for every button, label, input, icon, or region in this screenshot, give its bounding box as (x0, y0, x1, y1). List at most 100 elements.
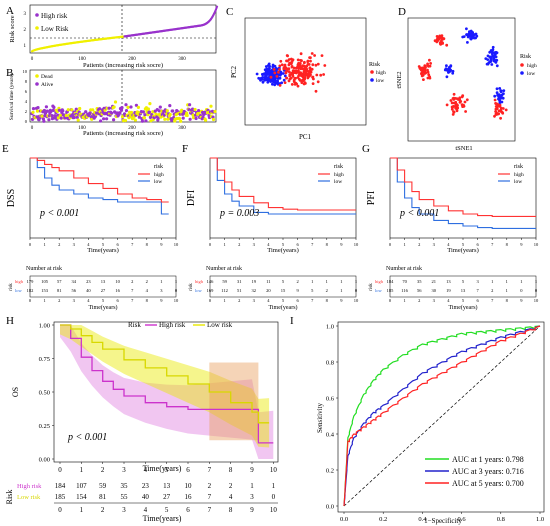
tsne-point (493, 98, 497, 102)
survival-point (193, 107, 197, 112)
tsne-point (428, 58, 431, 62)
tsne-point (497, 109, 501, 113)
panel-d-letter: D (398, 6, 406, 18)
pca-high-point (293, 77, 297, 80)
survival-point (136, 105, 140, 109)
pca-high-point (314, 63, 318, 67)
km-nrisk-high-cell: 11 (266, 279, 270, 284)
pca-high-point (298, 79, 302, 82)
km-high-curve (390, 157, 536, 229)
survival-point (188, 103, 192, 107)
tsne-point (468, 30, 471, 34)
tsne-point (486, 58, 490, 61)
pca-high-point (290, 83, 294, 86)
tsne-point (495, 91, 499, 95)
tsne-point (452, 110, 456, 114)
panel-h-nrisk-xtick: 6 (186, 506, 190, 514)
km-nrisk-high-cell: 35 (417, 279, 422, 284)
km-xtick: 3 (433, 242, 436, 247)
pca-high-point (299, 67, 303, 71)
legend-low-risk: Low Risk (41, 25, 69, 33)
panel-h-nrisk-low-cell: 40 (142, 493, 150, 501)
panel-h-high-ci-band (60, 325, 274, 459)
km-xtick: 8 (146, 242, 149, 247)
panel-i-xtick: 0.6 (458, 516, 467, 523)
panel-h-nrisk-xtick: 3 (122, 506, 126, 514)
survival-point (57, 108, 62, 112)
tsne-point (452, 92, 456, 96)
panel-h-nrisk-low-cell: 55 (121, 493, 129, 501)
risk-score-point (215, 5, 219, 8)
tsne-point (493, 94, 497, 98)
panel-b-ytick: 0 (25, 119, 28, 124)
survival-point (180, 108, 184, 112)
tsne-point (465, 98, 469, 102)
survival-point (31, 107, 36, 111)
km-nrisk-low-cell: 13 (461, 288, 466, 293)
pca-low-point (266, 76, 270, 80)
pca-high-point (310, 52, 314, 55)
pca-low-point (269, 72, 273, 76)
km-xtick: 0 (29, 242, 32, 247)
survival-point (113, 100, 118, 104)
panel-a-frame (29, 4, 217, 54)
legend-c-low: low (376, 78, 384, 84)
panel-h-nrisk-low-cell: 185 (55, 493, 66, 501)
km-nrisk-high-cell: 5 (462, 279, 465, 284)
panel-a-xtick: 0 (31, 57, 34, 62)
panel-b-xtick: 300 (178, 126, 186, 131)
panel-d-points (417, 27, 508, 120)
pca-high-point (296, 58, 300, 62)
km-xtick: 6 (476, 242, 479, 247)
pca-high-point (288, 61, 291, 65)
panel-a: A High risk Low Risk Risk score 1 2 3 0 … (6, 4, 219, 69)
panel-a-points (30, 5, 219, 53)
km-xtick: 3 (253, 242, 256, 247)
panel-h-risk-row-title: Risk (5, 490, 14, 505)
km-nrisk-low-cell: 81 (57, 288, 62, 293)
pca-high-point (282, 67, 286, 71)
panel-g-letter: G (362, 143, 370, 155)
survival-point (88, 111, 92, 115)
km-xtick: 10 (174, 242, 179, 247)
survival-point (146, 107, 150, 111)
survival-point (185, 113, 189, 118)
panel-b: B Dead Alive Survival time (years) 0 2 4… (6, 67, 217, 137)
km-xtick: 7 (491, 242, 494, 247)
km-nrisk-xlabel: Time(years) (448, 304, 477, 311)
km-nrisk-high-cell: 1 (160, 279, 162, 284)
km-nrisk-low-cell: 30 (432, 288, 437, 293)
survival-point (124, 103, 128, 107)
tsne-point (465, 27, 468, 31)
tsne-point (445, 103, 449, 107)
pca-low-point (267, 62, 271, 66)
survival-point (51, 108, 56, 112)
survival-point (147, 110, 151, 114)
km-xtick: 5 (462, 242, 465, 247)
pca-low-point (273, 83, 277, 87)
km-nrisk-high-cell: 1 (340, 279, 342, 284)
survival-point (211, 115, 215, 119)
panel-i-xtick: 0.8 (497, 516, 505, 523)
pca-low-point (279, 72, 283, 76)
survival-point (66, 108, 70, 112)
tsne-point (494, 110, 497, 113)
km-nrisk-high-cell: 1 (535, 279, 537, 284)
survival-point (204, 118, 208, 122)
panel-h-table-xlabel: Time(years) (143, 514, 182, 523)
km-row-low-label: low (15, 288, 23, 293)
panel-h-xlabel: Time(years) (143, 464, 182, 473)
survival-point (91, 108, 95, 112)
survival-point (142, 116, 146, 120)
pca-high-point (294, 71, 298, 75)
panel-c: C PC2 PC1 Risk high low (226, 6, 386, 141)
tsne-point (427, 73, 431, 77)
tsne-point (456, 106, 459, 110)
panel-b-ytick: 10 (23, 69, 28, 74)
survival-point (99, 119, 103, 123)
pca-low-point (273, 75, 276, 79)
km-nrisk-xtick: 4 (267, 298, 270, 303)
km-nrisk-high-cell: 184 (387, 279, 395, 284)
roc-curve-1yr (343, 325, 541, 507)
